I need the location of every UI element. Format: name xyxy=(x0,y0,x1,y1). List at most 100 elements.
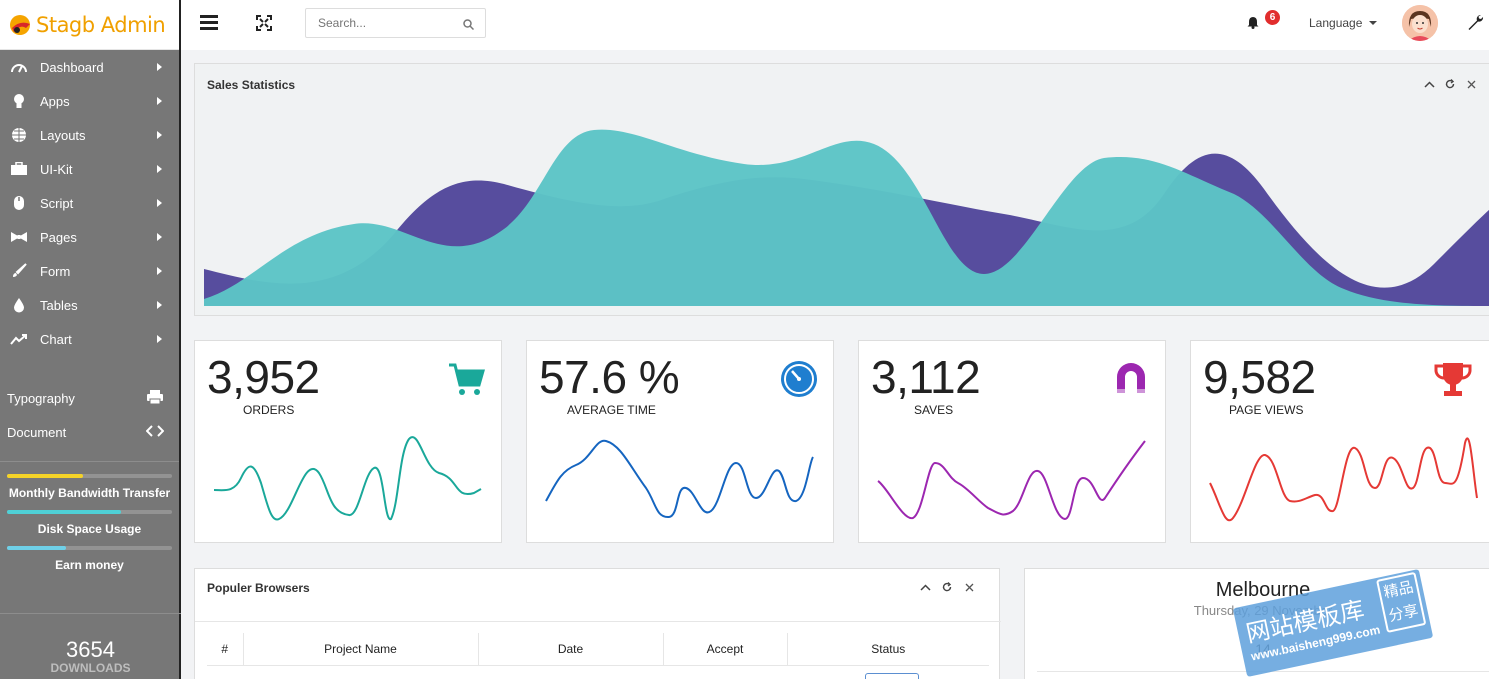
sidebar-item-apps[interactable]: Apps xyxy=(0,84,179,118)
brand-logo[interactable]: Stagb Admin xyxy=(0,0,179,50)
sidebar-item-label: Apps xyxy=(40,93,70,109)
sidebar-divider xyxy=(0,613,181,614)
sidebar-item-chart[interactable]: Chart xyxy=(0,322,179,356)
notification-badge: 6 xyxy=(1265,10,1280,25)
search-input[interactable] xyxy=(305,8,486,38)
sparkline-path xyxy=(1209,437,1478,522)
refresh-icon[interactable] xyxy=(941,581,953,593)
hamburger-menu-icon[interactable] xyxy=(200,15,218,35)
bell-icon[interactable] xyxy=(1247,16,1259,34)
column-header[interactable]: # xyxy=(207,633,243,666)
sidebar-item-pages[interactable]: Pages xyxy=(0,220,179,254)
sidebar-item-label: Document xyxy=(7,424,67,440)
orders-sparkline xyxy=(213,436,482,521)
sidebar-item-label: Chart xyxy=(40,331,72,347)
avatar[interactable] xyxy=(1402,5,1438,41)
progress-label: Earn money xyxy=(55,558,124,572)
stat-card-orders: 3,952 ORDERS xyxy=(194,340,502,543)
printer-icon xyxy=(146,389,164,408)
card-title: Sales Statistics xyxy=(207,78,296,92)
column-header[interactable]: Status xyxy=(786,633,989,666)
chevron-right-icon xyxy=(157,301,162,309)
sidebar-menu: Dashboard Apps Layouts UI-Kit Script Pag… xyxy=(0,50,179,356)
stat-value: 57.6 % xyxy=(539,351,680,403)
sidebar-item-label: Typography xyxy=(7,390,75,406)
stat-value: 9,582 xyxy=(1203,351,1316,403)
collapse-icon[interactable] xyxy=(1423,78,1435,90)
sidebar-divider xyxy=(0,461,179,462)
stat-label: PAGE VIEWS xyxy=(1229,403,1304,417)
stat-label: ORDERS xyxy=(243,403,295,417)
sparkline-path xyxy=(213,436,482,521)
language-dropdown[interactable]: Language xyxy=(1309,16,1363,30)
code-icon xyxy=(145,424,165,440)
sidebar-item-label: Dashboard xyxy=(40,59,104,75)
status-button[interactable] xyxy=(865,673,919,679)
sales-area-chart xyxy=(204,129,1489,306)
refresh-icon[interactable] xyxy=(1444,78,1456,90)
sidebar-item-label: UI-Kit xyxy=(40,161,73,177)
progress-fill xyxy=(7,474,83,478)
stat-card-average-time: 57.6 % AVERAGE TIME xyxy=(526,340,834,543)
wrench-icon[interactable] xyxy=(1467,14,1484,36)
sales-statistics-card: Sales Statistics xyxy=(194,63,1489,316)
progress-bar xyxy=(7,474,172,478)
stat-label: AVERAGE TIME xyxy=(567,403,656,417)
sidebar-item-typography[interactable]: Typography xyxy=(0,381,179,415)
column-header[interactable]: Accept xyxy=(662,633,787,666)
sidebar-item-label: Script xyxy=(40,195,74,211)
sidebar-item-document[interactable]: Document xyxy=(0,415,179,449)
lightbulb-icon xyxy=(9,93,29,109)
progress-label: Disk Space Usage xyxy=(37,522,142,536)
progress-label: Monthly Bandwidth Transfer xyxy=(8,486,171,500)
earn-money-progress: Earn money xyxy=(0,546,179,572)
chevron-right-icon xyxy=(157,267,162,275)
chevron-right-icon xyxy=(157,165,162,173)
downloads-value: 3654 xyxy=(66,637,115,662)
popular-browsers-card: Populer Browsers # Project Name Date Acc… xyxy=(194,568,1001,679)
collapse-icon[interactable] xyxy=(919,581,931,593)
watermark-badge: 精品 分享 xyxy=(1376,571,1427,633)
progress-bar xyxy=(7,510,172,514)
stat-label: SAVES xyxy=(914,403,954,417)
chevron-right-icon xyxy=(157,63,162,71)
sidebar-item-script[interactable]: Script xyxy=(0,186,179,220)
sidebar-item-label: Tables xyxy=(40,297,78,313)
search-icon[interactable] xyxy=(463,17,475,35)
sidebar-item-form[interactable]: Form xyxy=(0,254,179,288)
sparkline-path xyxy=(545,439,814,519)
chevron-down-icon[interactable] xyxy=(1369,21,1377,25)
sidebar-item-ui-kit[interactable]: UI-Kit xyxy=(0,152,179,186)
stat-card-page-views: 9,582 PAGE VIEWS xyxy=(1190,340,1489,543)
browsers-table: # Project Name Date Accept Status xyxy=(207,633,989,666)
column-header[interactable]: Project Name xyxy=(242,633,478,666)
mouse-icon xyxy=(9,195,29,211)
trophy-icon xyxy=(1433,359,1473,399)
progress-fill xyxy=(7,546,67,550)
close-icon[interactable] xyxy=(963,581,975,593)
sidebar-item-layouts[interactable]: Layouts xyxy=(0,118,179,152)
stat-value: 3,112 xyxy=(871,351,981,403)
stat-card-saves: 3,112 SAVES xyxy=(858,340,1166,543)
brand-name: Stagb Admin xyxy=(36,12,166,37)
bandwidth-progress: Monthly Bandwidth Transfer xyxy=(0,474,179,500)
weather-city: Melbourne xyxy=(1215,579,1311,601)
chevron-right-icon xyxy=(157,335,162,343)
chevron-right-icon xyxy=(157,97,162,105)
chevron-right-icon xyxy=(157,199,162,207)
sidebar-item-dashboard[interactable]: Dashboard xyxy=(0,50,179,84)
stopwatch-icon xyxy=(779,359,819,399)
fullscreen-icon[interactable] xyxy=(256,15,272,36)
average-time-sparkline xyxy=(545,439,814,519)
sidebar-item-tables[interactable]: Tables xyxy=(0,288,179,322)
sidebar-item-label: Layouts xyxy=(40,127,86,143)
close-icon[interactable] xyxy=(1465,78,1477,90)
series-area-teal xyxy=(204,129,1489,306)
sparkline-path xyxy=(877,440,1146,521)
globe-icon xyxy=(9,127,29,143)
magnet-icon xyxy=(1111,359,1151,399)
trend-line-icon xyxy=(9,331,29,347)
column-header[interactable]: Date xyxy=(477,633,663,666)
briefcase-icon xyxy=(9,161,29,177)
drop-icon xyxy=(9,297,29,313)
